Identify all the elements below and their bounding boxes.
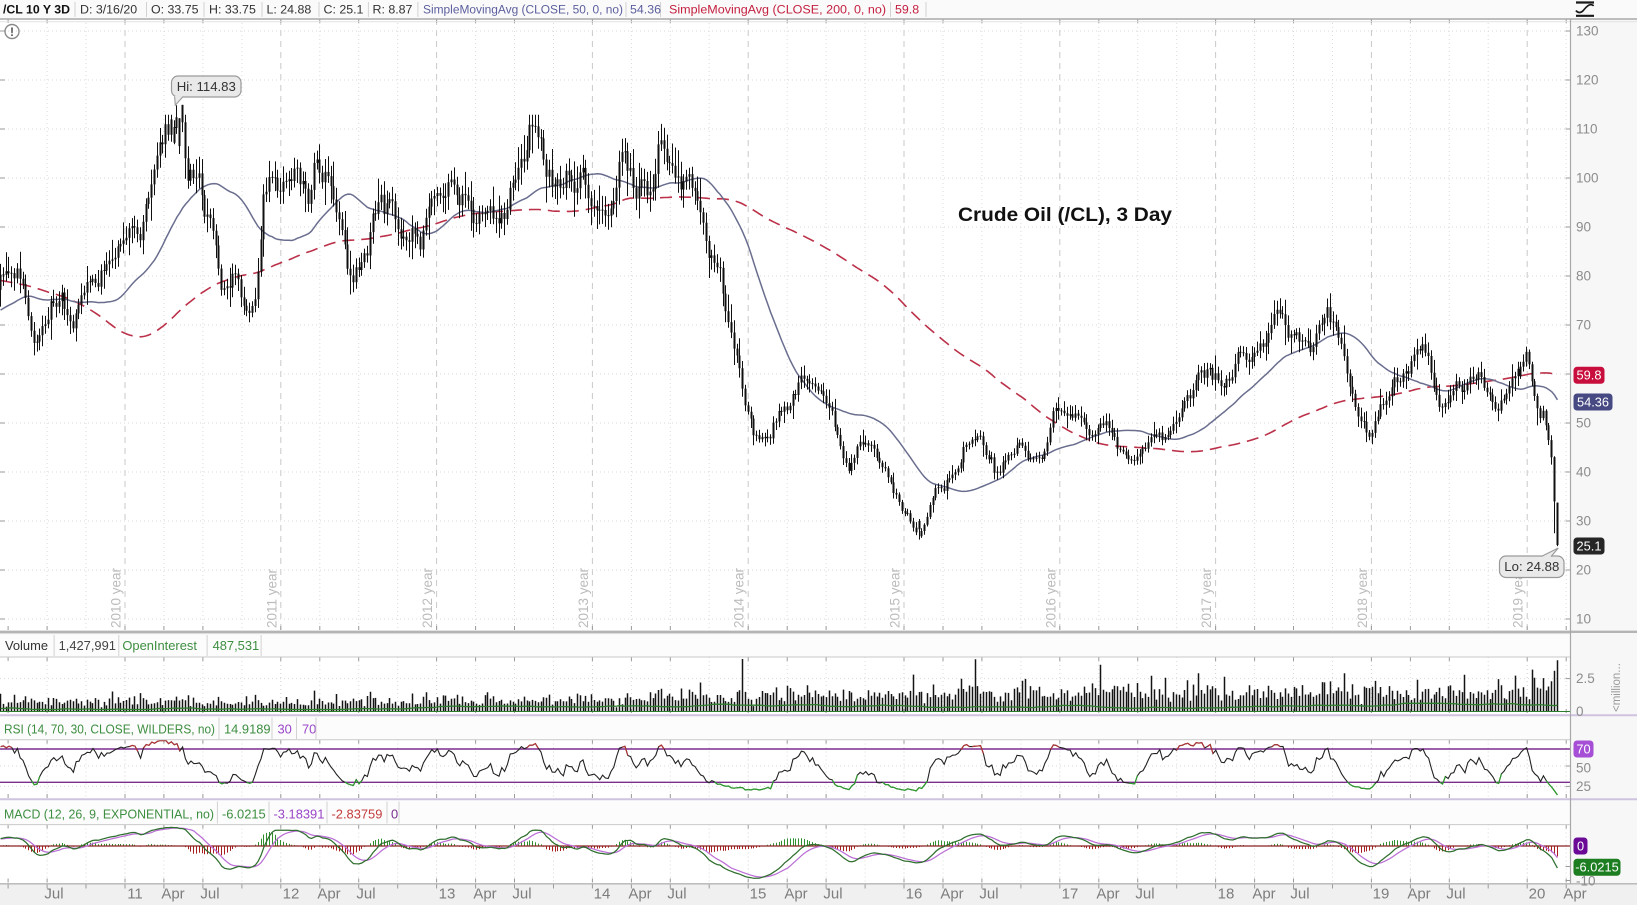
svg-text:Jul: Jul [356,886,375,903]
svg-text:R: 8.87: R: 8.87 [373,3,413,17]
svg-text:70: 70 [302,722,316,737]
svg-text:-6.0215: -6.0215 [1575,860,1618,875]
svg-text:59.8: 59.8 [895,3,919,17]
svg-text:/CL 10 Y 3D: /CL 10 Y 3D [3,3,70,17]
svg-text:120: 120 [1576,73,1599,88]
svg-text:11: 11 [127,886,143,903]
svg-text:Apr: Apr [317,886,340,903]
svg-text:MACD (12, 26, 9, EXPONENTIAL,: MACD (12, 26, 9, EXPONENTIAL, no) [4,807,214,822]
svg-text:59.8: 59.8 [1577,368,1602,383]
svg-text:14.9189: 14.9189 [224,722,271,737]
svg-text:15: 15 [750,886,767,903]
svg-text:70: 70 [1576,741,1590,756]
svg-text:25: 25 [1576,779,1591,794]
svg-text:2.5: 2.5 [1576,671,1595,686]
svg-text:Jul: Jul [667,886,686,903]
svg-text:17: 17 [1062,886,1079,903]
svg-text:Lo: 24.88: Lo: 24.88 [1504,559,1559,574]
svg-text:-2.83759: -2.83759 [332,807,383,822]
svg-text:2010 year: 2010 year [109,567,124,628]
svg-text:25.1: 25.1 [1577,538,1602,553]
svg-text:2014 year: 2014 year [732,567,747,628]
svg-text:Apr: Apr [940,886,963,903]
svg-text:<million...: <million... [1611,663,1623,712]
svg-text:O: 33.75: O: 33.75 [151,3,199,17]
svg-text:OpenInterest: OpenInterest [122,638,197,653]
svg-text:Apr: Apr [628,886,651,903]
svg-text:13: 13 [439,886,456,903]
svg-text:40: 40 [1576,465,1591,480]
svg-text:2017 year: 2017 year [1199,567,1214,628]
svg-text:20: 20 [1529,886,1546,903]
svg-text:2015 year: 2015 year [888,567,903,628]
svg-text:110: 110 [1576,122,1598,137]
svg-text:-6.0215: -6.0215 [222,807,266,822]
svg-text:-3.18391: -3.18391 [274,807,325,822]
svg-text:Jul: Jul [44,886,63,903]
svg-text:Jul: Jul [1290,886,1309,903]
svg-text:80: 80 [1576,269,1591,284]
svg-text:0: 0 [1577,838,1584,853]
svg-text:54.36: 54.36 [1577,394,1609,409]
svg-text:H: 33.75: H: 33.75 [209,3,256,17]
svg-text:1,427,991: 1,427,991 [59,638,116,653]
svg-text:Jul: Jul [1135,886,1154,903]
svg-text:0: 0 [391,807,398,822]
svg-text:50: 50 [1576,761,1591,776]
svg-text:Apr: Apr [473,886,496,903]
svg-text:30: 30 [278,722,292,737]
svg-text:Jul: Jul [512,886,531,903]
svg-text:130: 130 [1576,24,1599,39]
svg-text:20: 20 [1576,563,1591,578]
svg-text:70: 70 [1576,318,1591,333]
svg-text:SimpleMovingAvg (CLOSE, 50, 0,: SimpleMovingAvg (CLOSE, 50, 0, no) [423,3,623,17]
svg-text:Apr: Apr [784,886,807,903]
svg-text:Apr: Apr [1252,886,1275,903]
svg-text:54.36: 54.36 [630,3,661,17]
svg-text:10: 10 [1576,612,1591,627]
svg-text:Jul: Jul [200,886,219,903]
svg-text:Volume: Volume [5,638,48,653]
svg-text:D: 3/16/20: D: 3/16/20 [80,3,137,17]
svg-text:Hi: 114.83: Hi: 114.83 [177,79,236,94]
svg-text:18: 18 [1218,886,1235,903]
svg-text:2013 year: 2013 year [576,567,591,628]
svg-text:30: 30 [1576,514,1591,529]
svg-text:Apr: Apr [161,886,184,903]
svg-text:100: 100 [1576,171,1599,186]
svg-text:90: 90 [1576,220,1591,235]
svg-text:487,531: 487,531 [213,638,260,653]
svg-text:SimpleMovingAvg (CLOSE, 200, 0: SimpleMovingAvg (CLOSE, 200, 0, no) [669,3,886,17]
svg-text:RSI (14, 70, 30, CLOSE, WILDER: RSI (14, 70, 30, CLOSE, WILDERS, no) [4,722,215,737]
svg-text:Jul: Jul [979,886,998,903]
svg-text:Apr: Apr [1563,886,1586,903]
svg-text:!: ! [10,25,14,39]
svg-text:-10: -10 [1576,873,1596,888]
svg-text:0: 0 [1576,704,1584,719]
svg-text:19: 19 [1373,886,1390,903]
svg-text:2012 year: 2012 year [420,567,435,628]
svg-text:Jul: Jul [823,886,842,903]
svg-text:L: 24.88: L: 24.88 [267,3,312,17]
svg-text:Crude Oil (/CL), 3 Day: Crude Oil (/CL), 3 Day [958,204,1172,226]
svg-text:16: 16 [906,886,923,903]
svg-text:2016 year: 2016 year [1043,567,1058,628]
svg-text:C: 25.1: C: 25.1 [324,3,364,17]
svg-text:2018 year: 2018 year [1355,567,1370,628]
svg-text:50: 50 [1576,416,1591,431]
svg-text:2019 year: 2019 year [1511,567,1526,628]
svg-text:12: 12 [283,886,300,903]
svg-text:2011 year: 2011 year [264,568,279,628]
svg-text:Apr: Apr [1407,886,1430,903]
svg-text:Jul: Jul [1446,886,1465,903]
svg-text:14: 14 [594,886,611,903]
svg-text:Apr: Apr [1096,886,1119,903]
